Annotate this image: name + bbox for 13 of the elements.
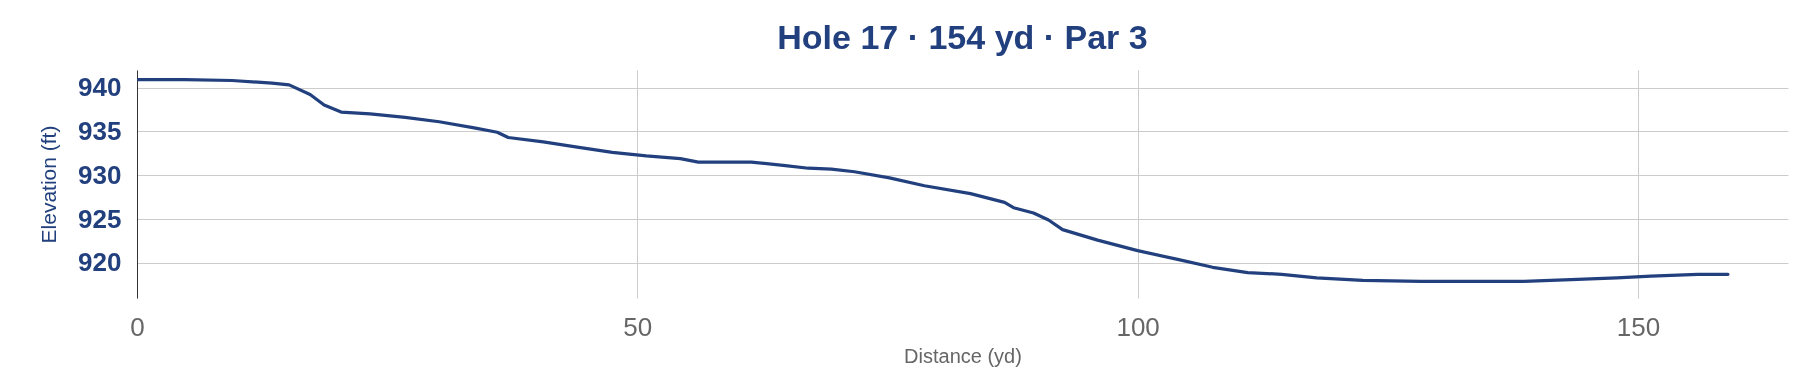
chart-title: Hole 17 · 154 yd · Par 3 [777,18,1148,56]
y-tick-label: 935 [78,115,122,146]
line-series [137,78,1730,283]
x-tick-label: 50 [623,311,653,342]
y-tick-label: 920 [78,247,122,278]
x-tick-label: 150 [1616,311,1661,342]
y-tick-label: 940 [78,72,122,103]
x-tick-label: 0 [130,311,145,342]
y-tick-label: 925 [78,203,122,234]
x-tick-label: 100 [1116,311,1160,342]
y-tick-label: 930 [78,159,122,190]
x-axis-title: Distance (yd) [904,344,1022,367]
y-axis-title: Elevation (ft) [37,125,61,244]
